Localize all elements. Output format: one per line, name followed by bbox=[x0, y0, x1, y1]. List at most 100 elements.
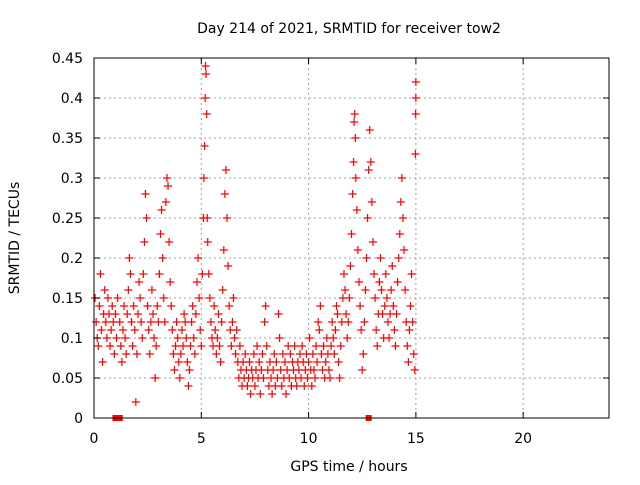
data-point bbox=[191, 310, 200, 318]
data-point bbox=[131, 398, 140, 406]
data-point bbox=[145, 350, 154, 358]
data-point bbox=[394, 254, 403, 262]
data-point bbox=[213, 334, 222, 342]
y-tick-label: 0.45 bbox=[52, 51, 83, 67]
data-point bbox=[138, 334, 147, 342]
data-point bbox=[250, 382, 259, 390]
data-point bbox=[334, 358, 343, 366]
data-point bbox=[225, 302, 234, 310]
data-point bbox=[141, 190, 150, 198]
data-point bbox=[220, 190, 229, 198]
data-point bbox=[117, 358, 126, 366]
data-point bbox=[126, 270, 135, 278]
data-point bbox=[136, 294, 145, 302]
data-point bbox=[113, 294, 122, 302]
data-point bbox=[388, 262, 397, 270]
data-point bbox=[313, 358, 322, 366]
y-tick-label: 0.3 bbox=[61, 171, 83, 187]
data-point bbox=[407, 270, 416, 278]
data-point bbox=[197, 342, 206, 350]
data-point bbox=[232, 326, 241, 334]
x-tick-label: 20 bbox=[514, 431, 532, 447]
data-point bbox=[286, 350, 295, 358]
data-point bbox=[259, 374, 268, 382]
data-point bbox=[223, 214, 232, 222]
data-point bbox=[144, 326, 153, 334]
data-point bbox=[298, 342, 307, 350]
data-point bbox=[196, 326, 205, 334]
data-point bbox=[171, 342, 180, 350]
data-point bbox=[193, 278, 201, 286]
data-point bbox=[275, 334, 284, 342]
data-point bbox=[364, 166, 373, 174]
data-point bbox=[174, 358, 183, 366]
data-point bbox=[314, 318, 323, 326]
data-point bbox=[140, 238, 149, 246]
data-point bbox=[395, 230, 404, 238]
data-point bbox=[351, 174, 360, 182]
data-point bbox=[176, 350, 185, 358]
data-point bbox=[149, 310, 158, 318]
data-point bbox=[366, 158, 375, 166]
data-point bbox=[121, 334, 130, 342]
data-point bbox=[111, 310, 120, 318]
data-point bbox=[400, 246, 409, 254]
data-point bbox=[319, 342, 328, 350]
data-point bbox=[110, 350, 119, 358]
data-point bbox=[165, 238, 174, 246]
data-point bbox=[280, 358, 289, 366]
data-point bbox=[204, 270, 213, 278]
data-point bbox=[262, 342, 271, 350]
data-point bbox=[278, 350, 287, 358]
data-point bbox=[331, 326, 340, 334]
x-tick-label: 0 bbox=[90, 431, 99, 447]
data-point bbox=[363, 214, 372, 222]
data-point bbox=[258, 350, 267, 358]
data-point bbox=[227, 342, 236, 350]
data-point bbox=[100, 286, 109, 294]
y-tick-label: 0.4 bbox=[61, 91, 83, 107]
data-point bbox=[300, 382, 309, 390]
data-point bbox=[365, 126, 374, 134]
y-tick-label: 0 bbox=[74, 411, 83, 427]
data-point bbox=[146, 318, 155, 326]
data-point bbox=[385, 334, 394, 342]
data-point bbox=[170, 366, 179, 374]
y-tick-label: 0.1 bbox=[61, 331, 83, 347]
data-point bbox=[205, 294, 214, 302]
data-point bbox=[359, 350, 368, 358]
data-point bbox=[216, 358, 225, 366]
data-point bbox=[133, 310, 142, 318]
data-point bbox=[329, 334, 338, 342]
data-point bbox=[118, 326, 127, 334]
data-point bbox=[268, 390, 277, 398]
data-point bbox=[98, 358, 107, 366]
data-point bbox=[304, 358, 313, 366]
data-point bbox=[349, 158, 358, 166]
data-point bbox=[147, 286, 156, 294]
data-point bbox=[160, 318, 169, 326]
data-point bbox=[168, 326, 177, 334]
data-point bbox=[343, 334, 352, 342]
data-point bbox=[182, 334, 191, 342]
data-point bbox=[96, 270, 105, 278]
data-point bbox=[157, 206, 166, 214]
data-point bbox=[274, 310, 283, 318]
data-point bbox=[164, 182, 173, 190]
data-point bbox=[139, 270, 148, 278]
axis-ticks bbox=[93, 57, 609, 419]
data-point bbox=[116, 342, 125, 350]
data-point bbox=[305, 334, 314, 342]
data-point bbox=[190, 350, 199, 358]
data-point bbox=[108, 302, 117, 310]
data-point bbox=[132, 350, 141, 358]
data-point bbox=[380, 302, 389, 310]
data-point bbox=[408, 318, 417, 326]
data-point bbox=[101, 318, 110, 326]
data-point bbox=[406, 302, 415, 310]
data-point bbox=[342, 310, 351, 318]
data-point bbox=[183, 358, 192, 366]
data-point bbox=[272, 358, 281, 366]
